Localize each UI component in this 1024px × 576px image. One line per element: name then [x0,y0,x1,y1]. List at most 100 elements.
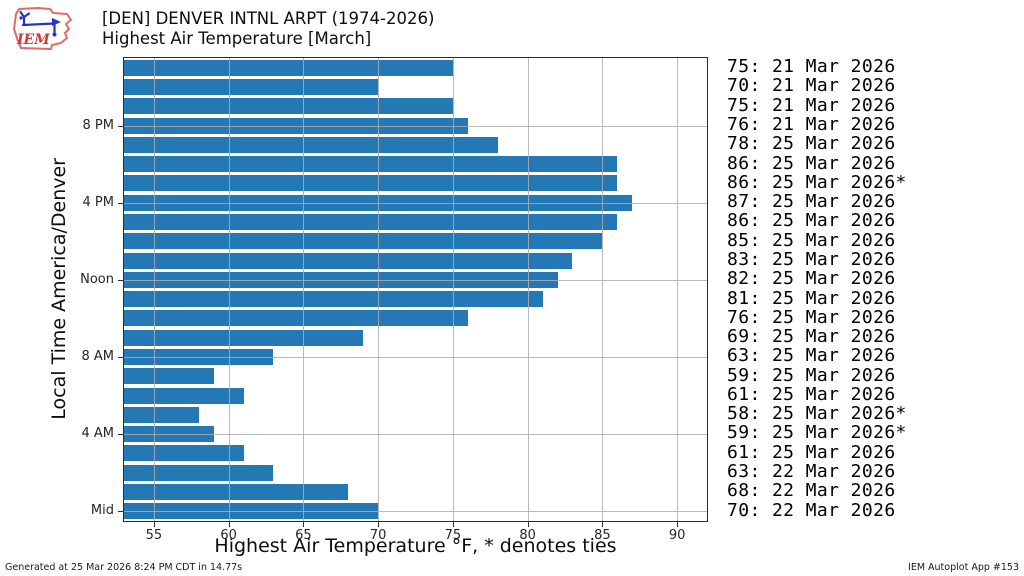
y-tick-label: 8 AM [81,349,114,365]
y-tick-label: 8 PM [82,117,114,133]
x-tick-mark [303,522,305,527]
y-tick-mark [118,279,123,281]
y-tick-mark [118,511,123,513]
bar [124,78,379,95]
bar [124,426,214,443]
list-item: 76: 25 Mar 2026 [727,306,896,328]
grid-line-vertical [677,58,679,521]
list-item: 85: 25 Mar 2026 [727,229,896,251]
grid-line-horizontal [124,202,707,204]
x-tick-mark [527,522,529,527]
bar [124,329,364,346]
x-tick-mark [452,522,454,527]
bar [124,464,274,481]
bar [124,59,453,76]
grid-line-vertical [527,58,529,521]
x-tick-mark [602,522,604,527]
list-item: 63: 25 Mar 2026 [727,345,896,367]
list-item: 61: 25 Mar 2026 [727,441,896,463]
y-tick-mark [118,434,123,436]
list-item: 76: 21 Mar 2026 [727,113,896,135]
y-tick-label: Mid [90,503,114,519]
x-tick-label: 85 [594,528,611,543]
list-item: 68: 22 Mar 2026 [727,480,896,502]
grid-line-vertical [228,58,230,521]
list-item: 86: 25 Mar 2026* [727,171,907,193]
bar [124,368,214,385]
bar [124,310,468,327]
grid-line-horizontal [124,279,707,281]
grid-line-vertical [303,58,305,521]
list-item: 69: 25 Mar 2026 [727,326,896,348]
list-item: 61: 25 Mar 2026 [727,383,896,405]
grid-line-vertical [602,58,604,521]
bar [124,291,543,308]
x-tick-mark [677,522,679,527]
bar [124,233,603,250]
iem-logo: IEM [13,7,72,50]
x-tick-label: 75 [444,528,462,543]
list-item: 82: 25 Mar 2026 [727,268,896,290]
y-axis-label: Local Time America/Denver [48,157,70,420]
y-tick-mark [118,202,123,204]
list-item: 75: 21 Mar 2026 [727,94,896,116]
x-tick-label: 60 [220,528,237,543]
app-credit: IEM Autoplot App #153 [908,562,1019,573]
y-tick-mark [118,357,123,359]
bar [124,406,199,423]
grid-line-horizontal [124,511,707,513]
grid-line-vertical [153,58,155,521]
grid-line-horizontal [124,357,707,359]
x-tick-mark [228,522,230,527]
bar [124,349,274,365]
list-item: 75: 21 Mar 2026 [727,56,896,78]
weather-station-icon [19,10,61,37]
list-item: 70: 22 Mar 2026 [727,499,896,521]
grid-line-horizontal [124,434,707,436]
grid-line-vertical [378,58,380,521]
x-tick-label: 65 [295,528,312,543]
plot-area [123,57,708,522]
list-item: 59: 25 Mar 2026 [727,364,896,386]
bar [124,213,618,230]
list-item: 86: 25 Mar 2026 [727,210,896,232]
bar [124,136,498,153]
x-tick-mark [153,522,155,527]
value-list: 75: 21 Mar 2026 70: 21 Mar 2026 75: 21 Mar… [727,56,907,521]
y-tick-label: 4 PM [82,194,114,210]
y-tick-label: Noon [80,271,114,287]
bar [124,175,618,192]
bar [124,98,453,115]
chart-subtitle: Highest Air Temperature [March] [102,28,372,48]
x-tick-mark [378,522,380,527]
y-tick-label: 4 AM [81,426,114,442]
list-item: 87: 25 Mar 2026 [727,191,896,213]
logo-text: IEM [16,32,50,48]
list-item: 81: 25 Mar 2026 [727,287,896,309]
chart-title: [DEN] DENVER INTNL ARPT (1974-2026) [102,9,435,28]
list-item: 58: 25 Mar 2026* [727,403,907,425]
iowa-outline-icon [13,7,72,50]
list-item: 63: 22 Mar 2026 [727,461,896,483]
generated-timestamp: Generated at 25 Mar 2026 8:24 PM CDT in … [5,562,243,573]
y-tick-mark [118,125,123,127]
bar [124,445,244,462]
list-item: 78: 25 Mar 2026 [727,133,896,155]
bar [124,387,244,404]
title-block: [DEN] DENVER INTNL ARPT (1974-2026) High… [102,9,434,48]
x-axis-label: Highest Air Temperature °F, * denotes ti… [214,535,617,557]
grid-line-vertical [452,58,454,521]
grid-line-horizontal [124,125,707,127]
bar [124,484,349,501]
x-tick-label: 55 [145,528,163,543]
x-tick-label: 80 [519,528,536,543]
x-tick-label: 90 [668,528,686,543]
list-item: 70: 21 Mar 2026 [727,75,896,97]
x-tick-label: 70 [369,528,387,543]
bar [124,156,618,173]
list-item: 83: 25 Mar 2026 [727,248,896,270]
bar [124,252,573,269]
list-item: 86: 25 Mar 2026 [727,152,896,174]
bar [124,117,468,134]
